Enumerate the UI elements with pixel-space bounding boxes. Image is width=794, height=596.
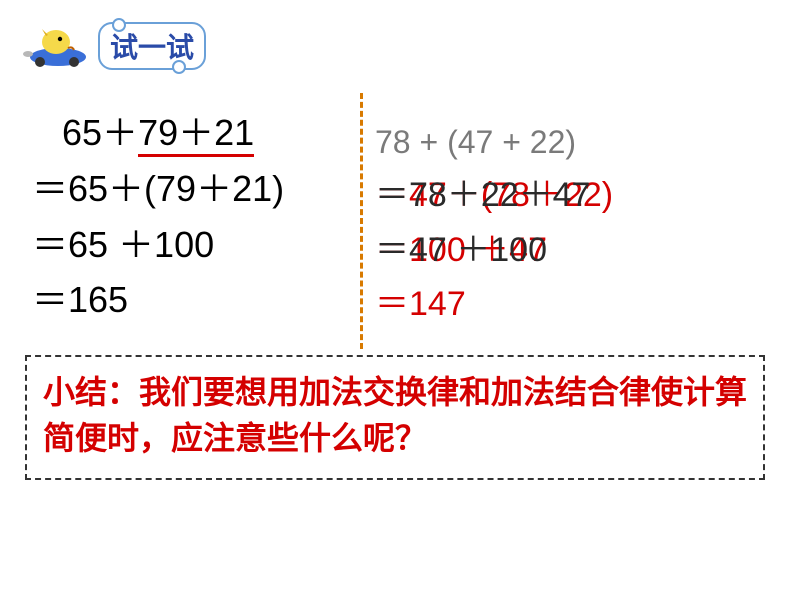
left-line1-underlined: 79＋21	[138, 112, 254, 157]
car-character-icon	[12, 24, 90, 68]
left-step-1: ＝65＋(79＋21)	[32, 161, 284, 217]
right-step-3: ＝147	[375, 277, 613, 331]
left-column: 65＋79＋21 ＝65＋(79＋21) ＝65 ＋100 ＝165	[32, 105, 284, 328]
left-step-3: ＝165	[32, 272, 284, 328]
try-it-label: 试一试	[98, 22, 206, 70]
right-problem: 78 + (47 + 22)	[375, 117, 613, 168]
header: 试一试	[12, 22, 206, 70]
right-step-2: ＝100 ＋47 ＝47 ＋100	[375, 223, 613, 277]
right-step-1: ＝47＋(78＋22) ＝78＋22＋47	[375, 168, 613, 222]
right-step2-overlay: ＝47 ＋100	[375, 223, 547, 277]
vertical-divider	[360, 93, 363, 349]
summary-text: 小结：我们要想用加法交换律和加法结合律使计算简便时，应注意些什么呢？	[43, 369, 747, 462]
right-step1-overlay: ＝78＋22＋47	[375, 168, 590, 222]
summary-box: 小结：我们要想用加法交换律和加法结合律使计算简便时，应注意些什么呢？	[25, 355, 765, 480]
left-line1-pre: 65＋	[62, 112, 138, 153]
left-expression: 65＋79＋21	[32, 105, 284, 161]
left-step-2: ＝65 ＋100	[32, 217, 284, 273]
math-area: 65＋79＋21 ＝65＋(79＋21) ＝65 ＋100 ＝165 78 + …	[32, 105, 762, 345]
right-column: 78 + (47 + 22) ＝47＋(78＋22) ＝78＋22＋47 ＝10…	[375, 117, 613, 331]
